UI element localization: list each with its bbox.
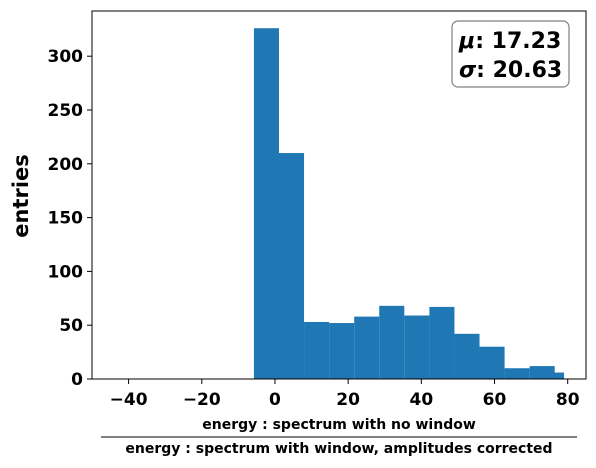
y-axis-ticks: 0 50 100 150 200 250 300 xyxy=(48,47,92,390)
histogram-bar-6 xyxy=(404,315,430,379)
stats-box-frame xyxy=(451,20,570,88)
y-tick-label: 300 xyxy=(48,47,84,67)
histogram-bar-10 xyxy=(504,368,530,379)
x-tick-label: 40 xyxy=(409,390,433,410)
histogram-bar-4 xyxy=(354,316,380,379)
x-axis-label-bottom: energy : spectrum with window, amplitude… xyxy=(125,441,552,457)
x-axis-label-top: energy : spectrum with no window xyxy=(202,417,476,433)
y-tick-label: 150 xyxy=(48,209,84,229)
x-tick-label: 20 xyxy=(336,390,360,410)
histogram-bar-1 xyxy=(278,153,305,379)
histogram-bar-8 xyxy=(454,333,480,379)
histogram-bar-0 xyxy=(253,28,279,380)
x-axis-ticks: −40 −20 0 20 40 60 80 xyxy=(110,379,580,410)
histogram-bar-9 xyxy=(479,346,505,379)
stat-mean: μ: 17.23 xyxy=(458,29,561,54)
x-tick-label: 60 xyxy=(483,390,507,410)
x-tick-label: 80 xyxy=(556,390,580,410)
y-tick-label: 100 xyxy=(48,262,84,282)
y-tick-label: 50 xyxy=(59,316,83,336)
stats-box: μ: 17.23 σ: 20.63 xyxy=(451,20,570,88)
stat-sigma-symbol: σ xyxy=(459,58,477,83)
histogram-bar-2 xyxy=(304,321,330,379)
plot-frame xyxy=(91,10,587,380)
x-tick-label: −20 xyxy=(183,390,221,410)
stat-mean-value: : 17.23 xyxy=(475,29,561,54)
histogram-bar-12 xyxy=(538,372,565,379)
stat-sigma-value: : 20.63 xyxy=(476,58,562,83)
histogram-bar-5 xyxy=(379,305,405,379)
x-tick-label: 0 xyxy=(269,390,281,410)
y-tick-label: 200 xyxy=(48,155,84,175)
x-tick-label: −40 xyxy=(110,390,148,410)
histogram-bars xyxy=(253,28,565,380)
stat-sigma: σ: 20.63 xyxy=(459,58,562,83)
y-tick-label: 0 xyxy=(71,370,83,390)
y-tick-label: 250 xyxy=(48,101,84,121)
y-axis-label: entries xyxy=(9,154,33,238)
stat-mean-symbol: μ xyxy=(458,29,475,54)
histogram-bar-3 xyxy=(329,323,355,379)
histogram-bar-7 xyxy=(429,306,455,379)
